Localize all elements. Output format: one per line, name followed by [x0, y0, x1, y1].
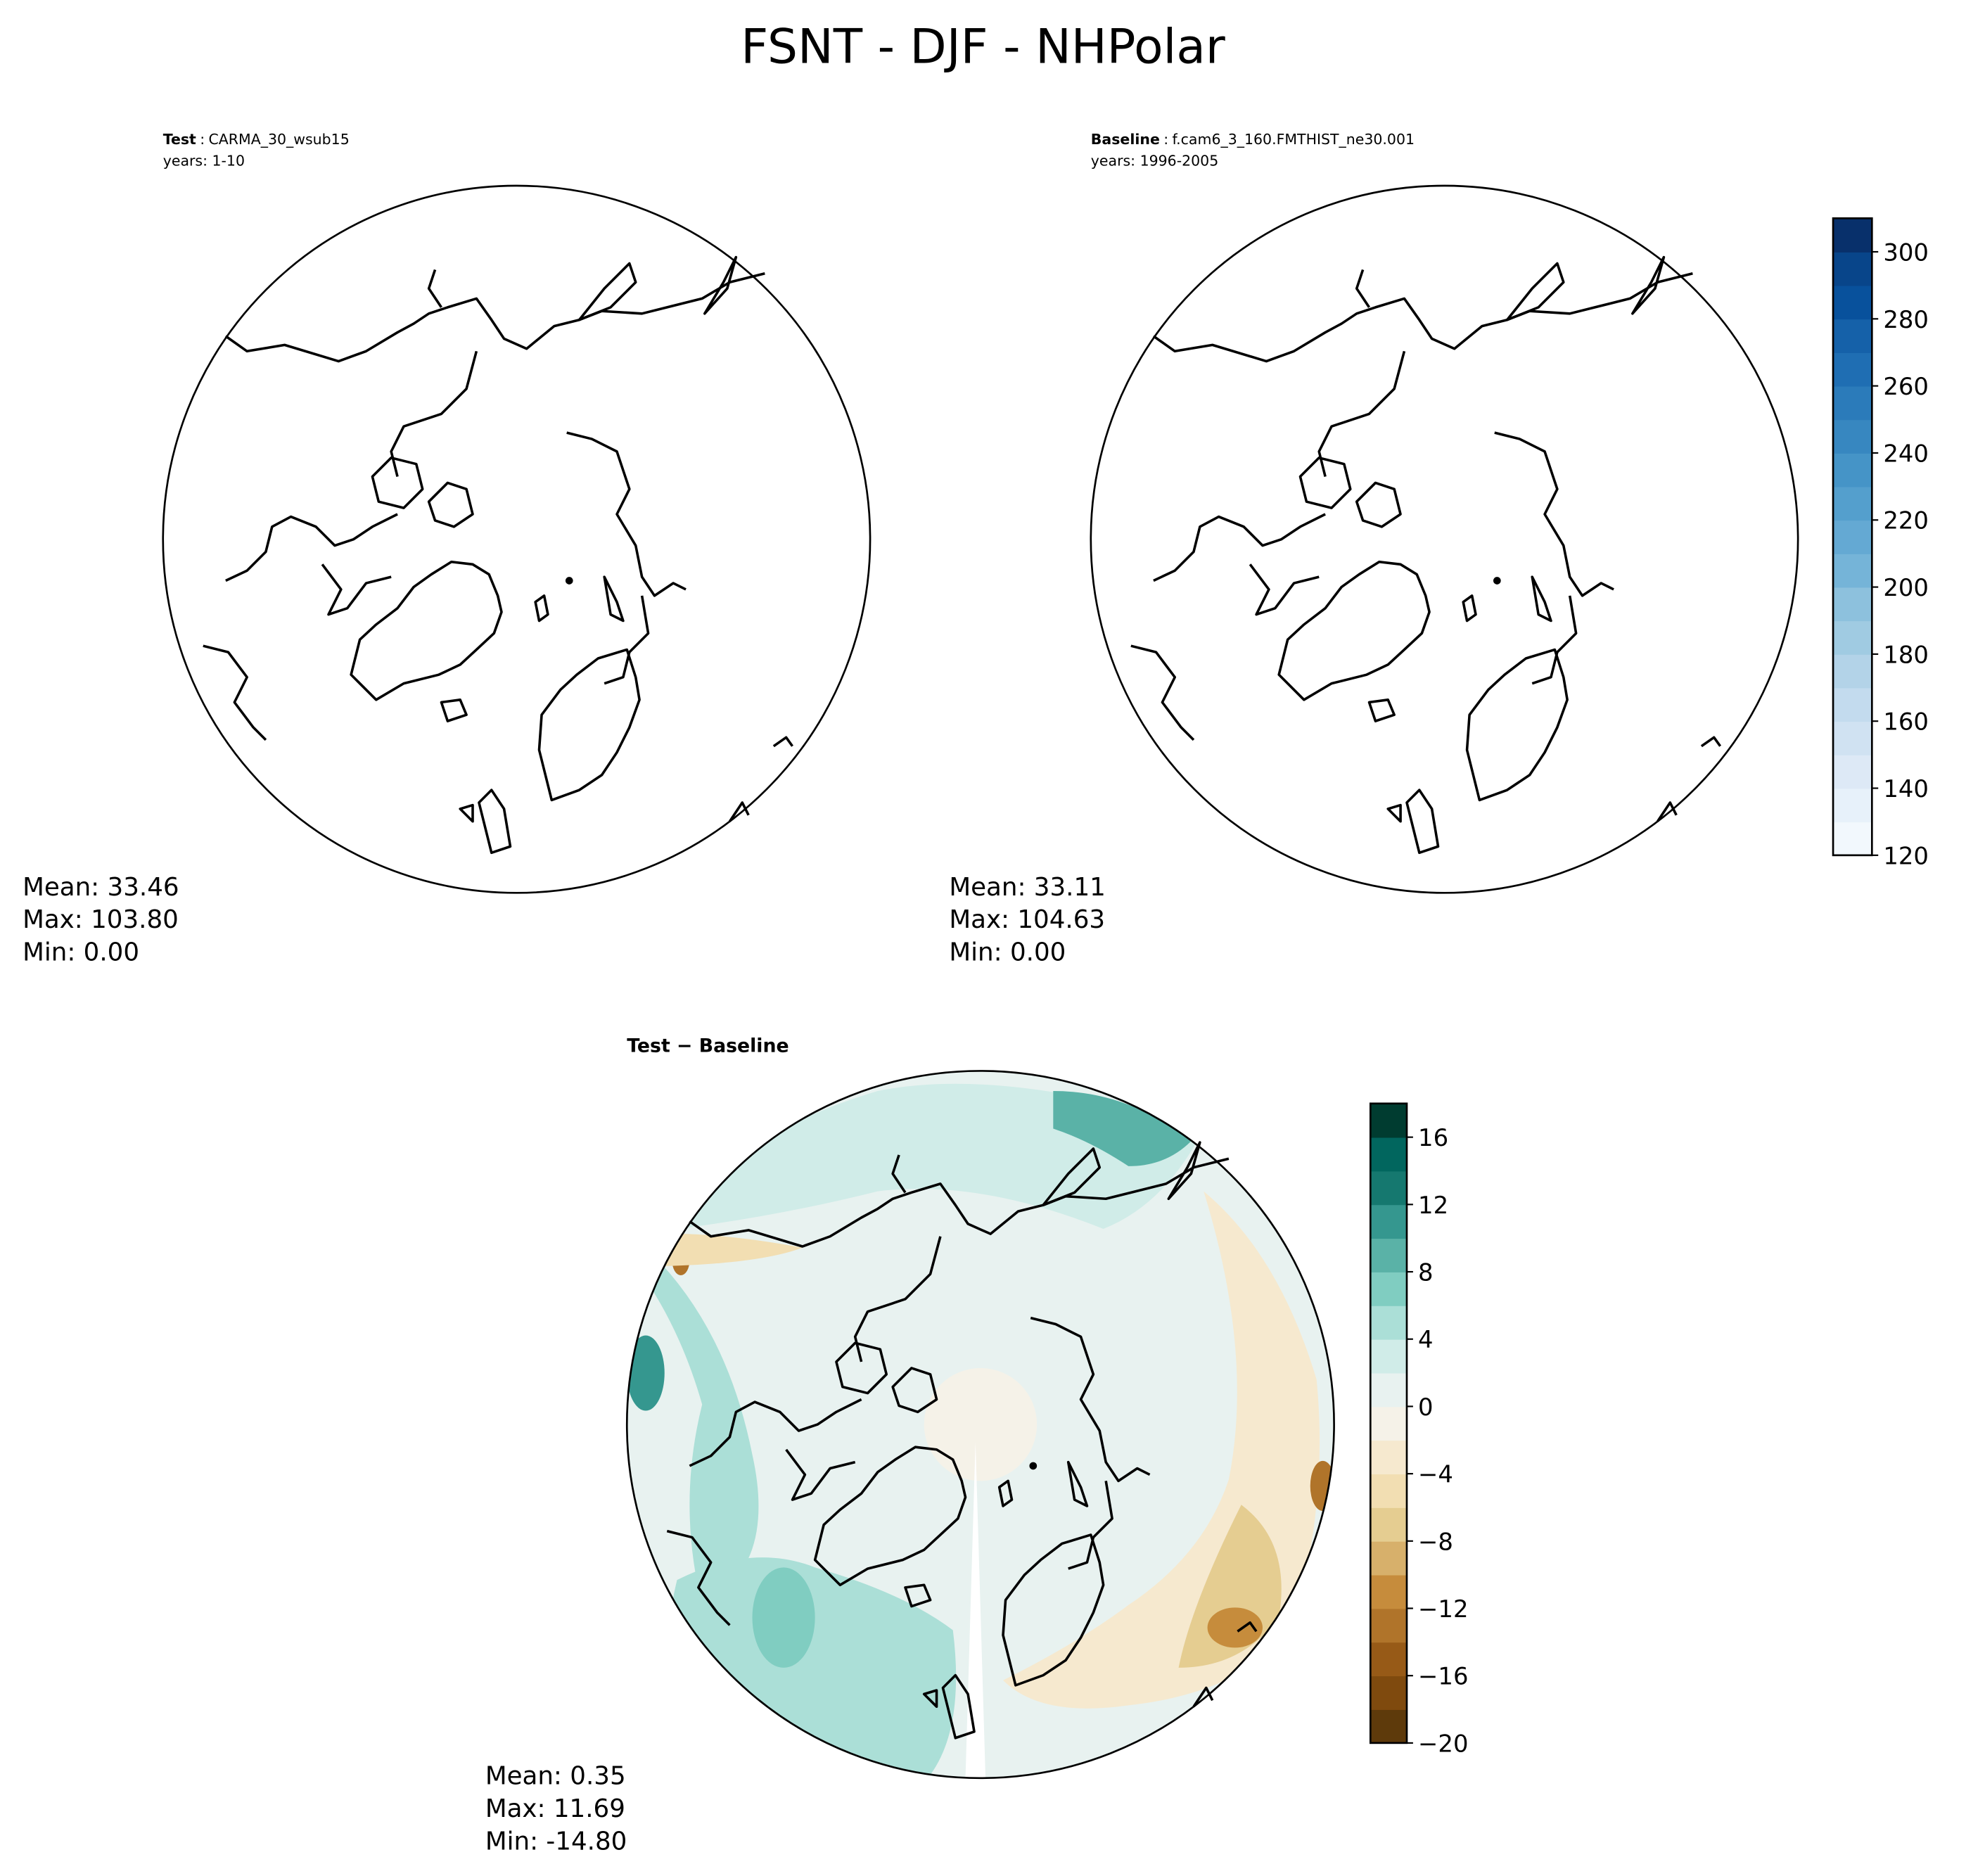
colorbar-segment: [1833, 419, 1872, 454]
colorbar-tick-label: 4: [1418, 1326, 1434, 1353]
stat-mean-baseline: Mean: 33.11: [949, 873, 1105, 902]
field-positive-west: [627, 1335, 665, 1411]
colorbar-tick-label: 0: [1418, 1393, 1434, 1421]
colorbar-segment: [1370, 1204, 1407, 1239]
figure-title: FSNT - DJF - NHPolar: [741, 18, 1225, 74]
colorbar-segment: [1833, 653, 1872, 689]
panel-difference: Test − Baseline Mean: 0.35 Max: 11.69 Mi…: [485, 1035, 1335, 1856]
field-positive-blob: [752, 1567, 815, 1668]
colorbar-tick-label: 160: [1883, 708, 1929, 736]
colorbar-segment: [1833, 587, 1872, 622]
field-positive-left: [627, 1253, 759, 1605]
colorbar-segment: [1370, 1170, 1407, 1206]
colorbar-segment: [1833, 754, 1872, 789]
colorbar-segment: [1833, 721, 1872, 755]
colorbar-segment: [1370, 1642, 1407, 1677]
colorbar-segment: [1833, 687, 1872, 722]
colorbar-segment: [1370, 1709, 1407, 1744]
field-pole-disk: [924, 1367, 1038, 1481]
colorbar-segment: [1370, 1440, 1407, 1474]
colorbar-segment: [1833, 218, 1872, 253]
colorbar-segment: [1370, 1372, 1407, 1408]
panel-difference-label: Test − Baseline: [627, 1035, 789, 1057]
colorbar-segment: [1833, 822, 1872, 856]
map-baseline: [1090, 184, 1799, 894]
colorbar-tick-label: 240: [1883, 440, 1929, 467]
colorbar-tick-label: 260: [1883, 373, 1929, 400]
colorbar-segment: [1370, 1474, 1407, 1508]
colorbar-segment: [1370, 1238, 1407, 1272]
stat-mean-difference: Mean: 0.35: [485, 1762, 626, 1791]
colorbar-segment: [1370, 1406, 1407, 1441]
field-missing-wedge: [965, 1442, 986, 1778]
panel-test-header: Test: CARMA_30_wsub15: [163, 131, 350, 148]
colorbar-segment: [1833, 452, 1872, 487]
colorbar-segment: [1370, 1305, 1407, 1340]
panel-baseline: Baseline: f.cam6_3_160.FMTHIST_ne30.001 y…: [949, 131, 1799, 967]
colorbar-main: 120 140 160 180 200 220 240 260 280 300: [1832, 217, 1929, 869]
panel-baseline-years: years: 1996-2005: [1091, 152, 1218, 169]
colorbar-tick-label: 280: [1883, 306, 1929, 333]
panel-baseline-header: Baseline: f.cam6_3_160.FMTHIST_ne30.001: [1091, 131, 1415, 148]
colorbar-segment: [1833, 788, 1872, 823]
colorbar-outline: [1369, 1102, 1408, 1744]
colorbar-tick-label: 220: [1883, 507, 1929, 535]
colorbar-tick-label: 180: [1883, 641, 1929, 668]
colorbar-tick-label: −12: [1418, 1595, 1468, 1623]
panel-test-years: years: 1-10: [163, 152, 245, 169]
colorbar-segment: [1833, 319, 1872, 353]
colorbar-difference: −20 −16 −12 −8 −4 0 4 8 12 16: [1369, 1102, 1469, 1757]
panel-baseline-sep: :: [1163, 131, 1168, 148]
colorbar-segment: [1833, 285, 1872, 320]
colorbar-segment: [1370, 1540, 1407, 1576]
colorbar-segment: [1370, 1574, 1407, 1609]
colorbar-segment: [1370, 1608, 1407, 1643]
colorbar-tick-label: 140: [1883, 775, 1929, 803]
stat-min-difference: Min: -14.80: [485, 1827, 627, 1856]
stat-min-baseline: Min: 0.00: [949, 938, 1066, 967]
colorbar-tick-label: 120: [1883, 842, 1929, 869]
map-difference: [625, 1070, 1335, 1780]
stat-mean-test: Mean: 33.46: [23, 873, 179, 902]
colorbar-segment: [1370, 1507, 1407, 1542]
colorbar-tick-label: 8: [1418, 1259, 1434, 1287]
colorbar-segment: [1833, 520, 1872, 554]
colorbar-segment: [1833, 553, 1872, 588]
colorbar-segment: [1833, 620, 1872, 655]
colorbar-tick-label: −20: [1418, 1730, 1468, 1757]
colorbar-segment: [1370, 1137, 1407, 1172]
colorbar-segment: [1833, 385, 1872, 421]
stat-max-baseline: Max: 104.63: [949, 905, 1105, 934]
colorbar-segment: [1833, 352, 1872, 387]
panel-test-sep: :: [200, 131, 205, 148]
colorbar-tick-label: 12: [1418, 1192, 1448, 1219]
stat-max-difference: Max: 11.69: [485, 1794, 625, 1823]
panel-baseline-label: Baseline: [1091, 131, 1160, 148]
colorbar-segment: [1370, 1103, 1407, 1138]
colorbar-segment: [1370, 1676, 1407, 1710]
panel-baseline-case: f.cam6_3_160.FMTHIST_ne30.001: [1172, 131, 1415, 148]
colorbar-segment: [1833, 251, 1872, 286]
colorbar-tick-label: −8: [1418, 1528, 1453, 1555]
field-positive-topright: [1053, 1090, 1192, 1166]
colorbar-outline: [1832, 217, 1873, 857]
colorbar-tick-label: −16: [1418, 1663, 1468, 1690]
map-test: [162, 184, 872, 894]
colorbar-tick-label: 300: [1883, 238, 1929, 266]
colorbar-segment: [1370, 1339, 1407, 1374]
panel-test: Test: CARMA_30_wsub15 years: 1-10 Mean: 3…: [23, 131, 872, 967]
panel-test-case: CARMA_30_wsub15: [208, 131, 349, 148]
colorbar-tick-label: 16: [1418, 1124, 1448, 1151]
colorbar-segment: [1370, 1272, 1407, 1306]
colorbar-tick-label: −4: [1418, 1461, 1453, 1488]
stat-min-test: Min: 0.00: [23, 938, 139, 967]
panel-test-label: Test: [163, 131, 196, 148]
field-negative-blob: [1207, 1607, 1263, 1648]
colorbar-segment: [1833, 486, 1872, 521]
colorbar-tick-label: 200: [1883, 574, 1929, 601]
stat-max-test: Max: 103.80: [23, 905, 179, 934]
